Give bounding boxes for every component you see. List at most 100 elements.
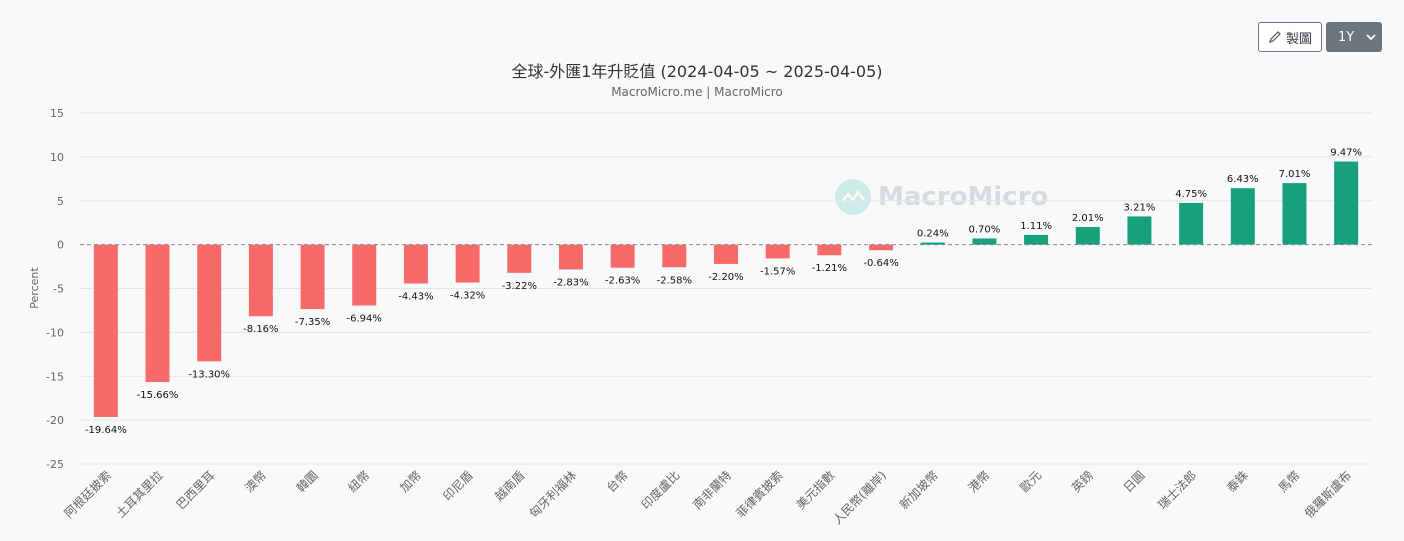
- data-label: -6.94%: [347, 314, 382, 325]
- bar: [507, 244, 532, 273]
- x-tick-label: 台幣: [603, 468, 631, 496]
- bar: [714, 244, 738, 264]
- x-tick-label: 韓圜: [294, 468, 321, 495]
- x-tick-label: 馬幣: [1276, 468, 1303, 495]
- data-label: -13.30%: [188, 369, 230, 380]
- data-label: 7.01%: [1279, 169, 1311, 180]
- y-tick-label: -10: [46, 326, 64, 339]
- data-label: -2.63%: [605, 276, 640, 287]
- x-tick-label: 英鎊: [1068, 468, 1096, 496]
- x-tick-label: 俄羅斯盧布: [1302, 468, 1354, 520]
- chart-title: 全球-外匯1年升貶值 (2024-04-05 ~ 2025-04-05): [511, 62, 883, 81]
- y-tick-label: 5: [57, 195, 64, 208]
- bar: [972, 238, 997, 245]
- y-tick-label: -25: [46, 458, 64, 471]
- y-axis-label: Percent: [28, 267, 41, 309]
- bars: [93, 161, 1359, 417]
- x-axis-ticks: 阿根廷披索 土耳其里拉 巴西里耳 澳幣 韓圜 紐幣 加幣 印尼盾 越南盾 匈牙利福林 台幣 印度盧比南…: [62, 468, 1355, 528]
- x-tick-label: 美元指數: [793, 468, 838, 513]
- y-tick-label: -20: [46, 414, 64, 427]
- data-label: -8.16%: [243, 324, 278, 335]
- bar: [403, 244, 428, 284]
- chart-subtitle: MacroMicro.me | MacroMicro: [611, 85, 783, 99]
- bar: [610, 244, 635, 268]
- bar: [1282, 183, 1307, 245]
- x-tick-label: 印尼盾: [440, 468, 475, 503]
- bar: [300, 244, 325, 310]
- bar: [455, 244, 480, 283]
- x-tick-label: 巴西里耳: [173, 468, 217, 512]
- chevron-down-icon: [1366, 34, 1376, 41]
- chart-maker-label: 製圖: [1285, 31, 1312, 47]
- x-tick-label: 日圓: [1121, 468, 1148, 495]
- y-tick-label: -15: [46, 370, 64, 383]
- x-tick-label: 加幣: [397, 468, 424, 495]
- x-tick-label: 菲律賓披索: [733, 468, 786, 521]
- data-label: -4.32%: [450, 291, 485, 302]
- y-tick-label: -5: [53, 283, 64, 296]
- x-tick-label: 港幣: [966, 468, 993, 495]
- data-label: 2.01%: [1072, 213, 1104, 224]
- data-labels: -19.64% -15.66% -13.30% -8.16% -7.35% -6.94% -…: [85, 148, 1362, 436]
- data-label: 4.75%: [1175, 189, 1207, 200]
- range-select[interactable]: 1Y: [1326, 22, 1382, 52]
- y-tick-label: 15: [50, 107, 64, 120]
- x-tick-label: 新加坡幣: [896, 468, 941, 513]
- data-label: -7.35%: [295, 317, 330, 328]
- x-tick-label: 土耳其里拉: [113, 468, 166, 521]
- data-label: 0.70%: [969, 224, 1001, 235]
- data-label: 3.21%: [1124, 202, 1156, 213]
- data-label: -3.22%: [502, 281, 537, 292]
- data-label: -1.57%: [760, 266, 795, 277]
- data-label: -4.43%: [398, 291, 433, 302]
- x-tick-label: 歐元: [1017, 468, 1045, 496]
- x-tick-label: 瑞士法郎: [1155, 468, 1199, 512]
- x-tick-label: 泰銖: [1223, 468, 1251, 496]
- chart-maker-button[interactable]: 製圖: [1258, 22, 1322, 52]
- bar: [662, 244, 687, 268]
- x-tick-label: 匈牙利福林: [526, 468, 579, 521]
- grid-lines: [80, 112, 1372, 465]
- x-tick-label: 南非蘭特: [690, 468, 735, 513]
- y-tick-label: 10: [50, 151, 64, 164]
- bar: [920, 242, 945, 245]
- x-tick-label: 人民幣(離岸): [830, 468, 889, 527]
- x-tick-label: 紐幣: [345, 468, 372, 495]
- x-tick-label: 越南盾: [491, 468, 527, 504]
- data-label: 0.24%: [917, 229, 949, 240]
- data-label: 1.11%: [1020, 221, 1052, 232]
- bar: [1334, 161, 1359, 245]
- bar: [765, 244, 790, 259]
- x-tick-label: 澳幣: [242, 468, 269, 495]
- data-label: -15.66%: [137, 390, 179, 401]
- range-label: 1Y: [1338, 29, 1355, 45]
- data-label: 6.43%: [1227, 174, 1259, 185]
- pencil-icon: [1269, 31, 1281, 43]
- bar: [248, 244, 273, 317]
- data-label: -19.64%: [85, 425, 127, 436]
- bar: [1024, 234, 1049, 245]
- data-label: -2.83%: [553, 277, 588, 288]
- data-label: -2.20%: [708, 272, 743, 283]
- y-tick-label: 0: [57, 239, 64, 252]
- x-tick-label: 阿根廷披索: [62, 468, 114, 520]
- data-label: -1.21%: [812, 263, 847, 274]
- bar: [352, 244, 377, 306]
- bar: [1179, 202, 1204, 245]
- bar: [869, 244, 894, 251]
- data-label: 9.47%: [1330, 148, 1362, 159]
- y-axis-ticks: 15 10 5 0 -5 -10 -15 -20 -25: [46, 107, 64, 471]
- bar: [197, 244, 222, 362]
- bar: [145, 244, 170, 383]
- x-tick-label: 印度盧比: [638, 468, 683, 513]
- data-label: -2.58%: [657, 275, 692, 286]
- bar: [1230, 188, 1255, 245]
- bar: [558, 244, 583, 270]
- data-label: -0.64%: [863, 258, 898, 269]
- toolbar: 製圖 1Y: [1258, 22, 1382, 52]
- bar: [93, 244, 118, 417]
- bar: [1075, 226, 1100, 245]
- bar: [1127, 216, 1152, 245]
- bar: [817, 244, 842, 256]
